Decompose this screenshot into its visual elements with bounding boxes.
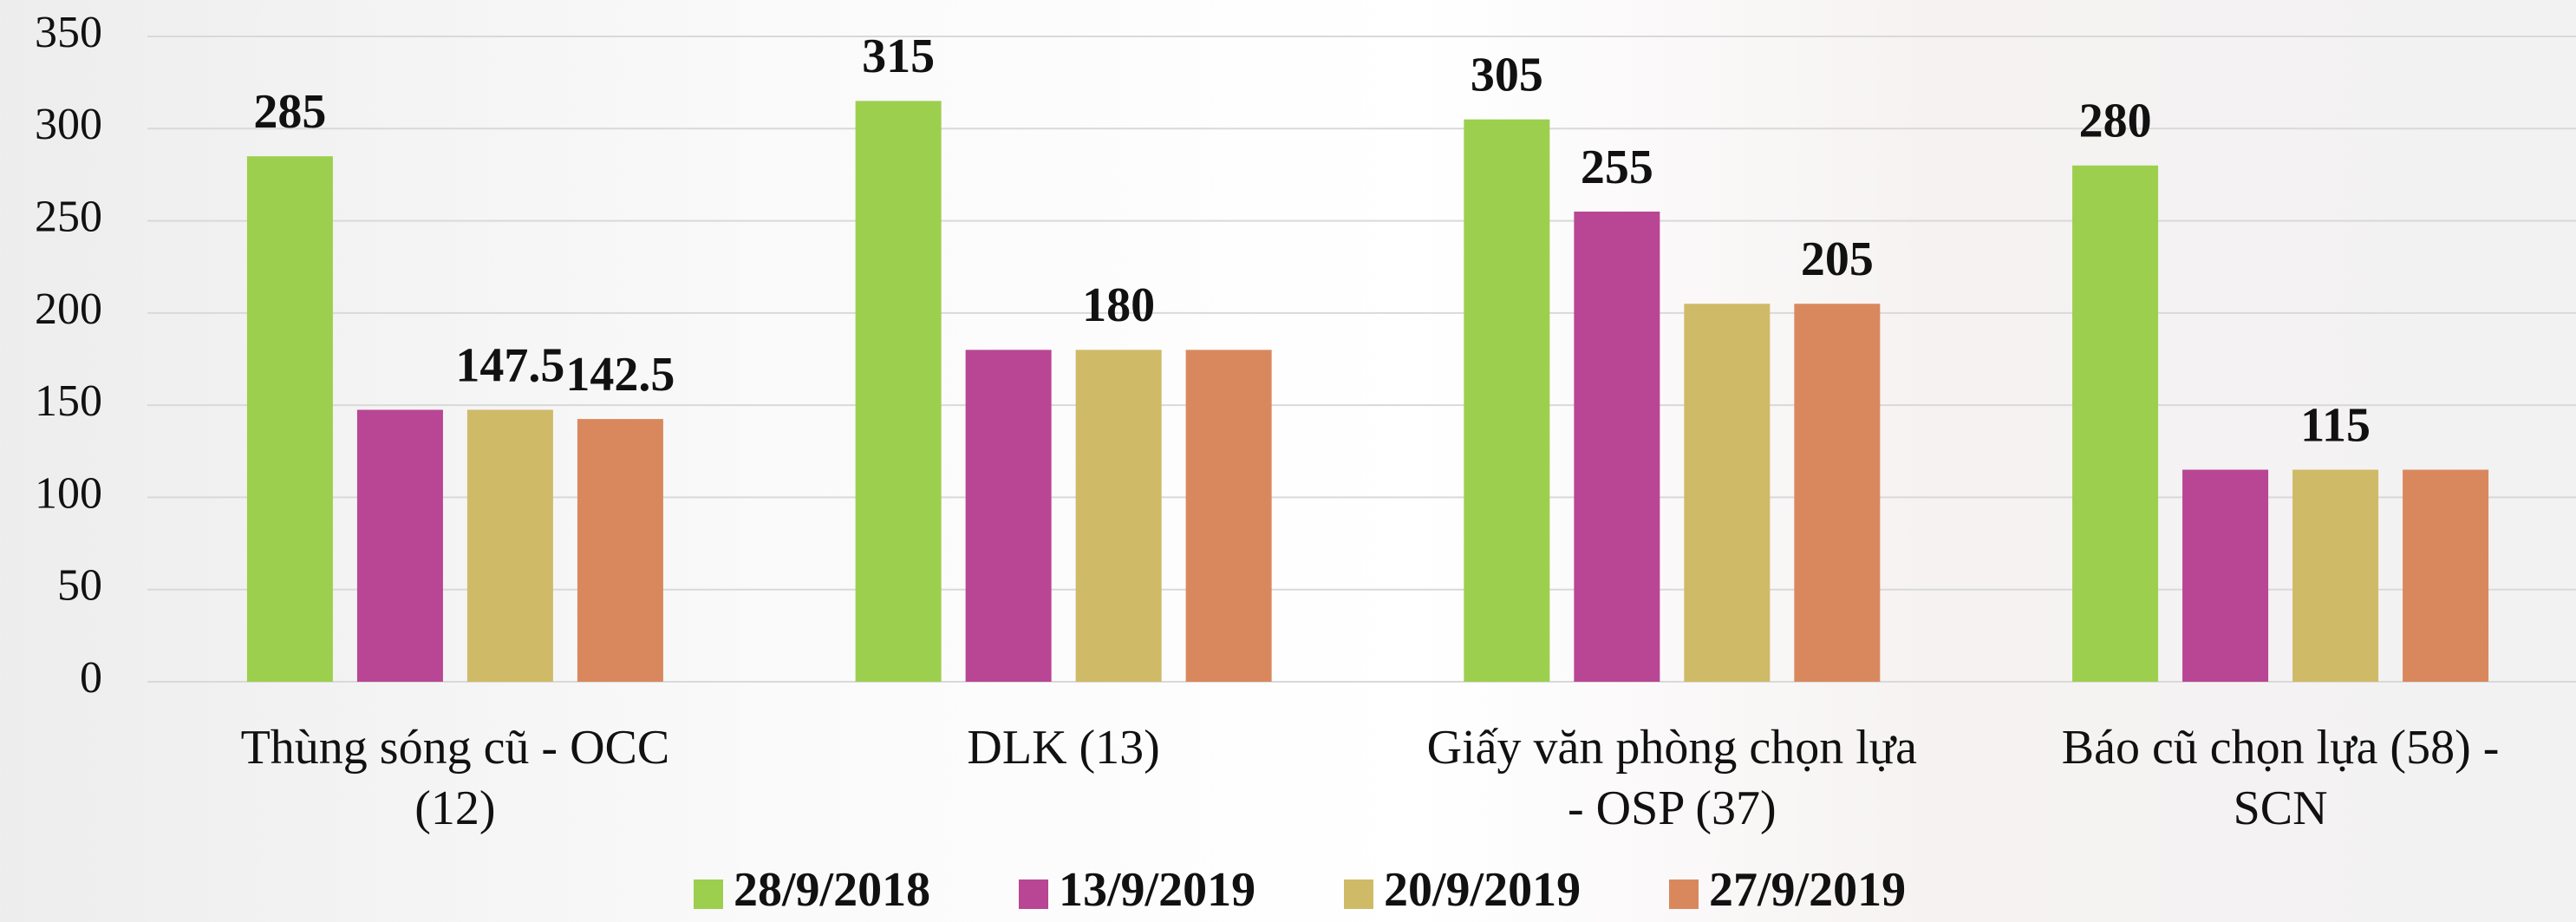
data-label: 180: [1082, 278, 1155, 332]
data-label: 147.5: [455, 338, 564, 392]
legend-swatch: [1019, 879, 1048, 909]
x-tick-label: Giấy văn phòng chọn lựa - OSP (37): [1426, 721, 1918, 835]
y-tick-label: 0: [80, 653, 102, 703]
x-tick-label: Thùng sóng cũ - OCC (12): [240, 721, 670, 835]
y-tick-label: 100: [35, 468, 102, 518]
y-tick-label: 150: [35, 376, 102, 426]
bar: [1075, 350, 1162, 682]
legend-label: 27/9/2019: [1709, 863, 1906, 917]
bar: [1794, 304, 1881, 682]
data-label: 255: [1581, 141, 1653, 194]
y-tick-label: 50: [57, 561, 102, 611]
legend-label: 13/9/2019: [1059, 863, 1255, 917]
x-tick-label: Báo cũ chọn lựa (58) - SCN: [2061, 721, 2500, 835]
legend-swatch: [694, 879, 723, 909]
bar: [577, 419, 663, 682]
bar: [356, 409, 443, 682]
legend-swatch: [1344, 879, 1373, 909]
bar: [1574, 211, 1660, 682]
bar: [1464, 119, 1550, 682]
data-label: 285: [253, 85, 326, 139]
bar: [1185, 350, 1272, 682]
bar: [2403, 469, 2489, 682]
legend-swatch: [1669, 879, 1699, 909]
data-label: 115: [2300, 398, 2371, 452]
y-tick-label: 350: [35, 8, 102, 57]
y-tick-label: 250: [35, 193, 102, 242]
bar: [246, 156, 333, 682]
y-tick-label: 200: [35, 284, 102, 334]
y-tick-label: 300: [35, 100, 102, 149]
bar: [2072, 165, 2159, 683]
bar: [1684, 304, 1771, 682]
bar: [2182, 469, 2269, 682]
x-tick-label: DLK (13): [967, 721, 1160, 775]
data-label: 315: [862, 29, 935, 83]
legend-label: 20/9/2019: [1384, 863, 1581, 917]
data-label: 205: [1801, 232, 1874, 286]
legend-label: 28/9/2018: [734, 863, 930, 917]
data-label: 280: [2079, 95, 2152, 148]
bar: [965, 350, 1052, 682]
data-label: 142.5: [565, 348, 675, 402]
data-label: 305: [1471, 49, 1543, 102]
bar: [2292, 469, 2379, 682]
bar: [466, 409, 553, 682]
bar: [855, 101, 942, 682]
